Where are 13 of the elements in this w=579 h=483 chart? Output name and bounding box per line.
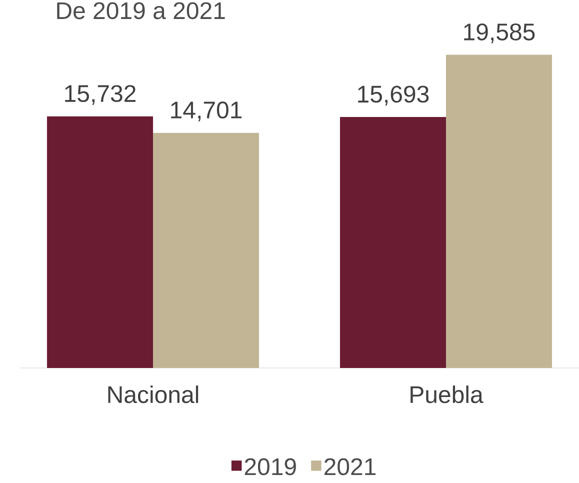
bar <box>153 132 260 368</box>
chart-title: De 2019 a 2021 <box>57 2 225 20</box>
data-label: 15,693 <box>358 86 429 106</box>
legend-label: 2021 <box>324 458 376 476</box>
data-label: 14,701 <box>171 102 242 122</box>
x-tick-label: Nacional <box>108 386 198 404</box>
legend-label: 2019 <box>244 458 296 476</box>
x-tick-label: Puebla <box>410 386 484 404</box>
bar <box>446 54 552 368</box>
bar <box>47 116 154 368</box>
data-label: 15,732 <box>65 85 136 105</box>
bar <box>340 117 446 368</box>
data-label: 19,585 <box>464 23 535 44</box>
